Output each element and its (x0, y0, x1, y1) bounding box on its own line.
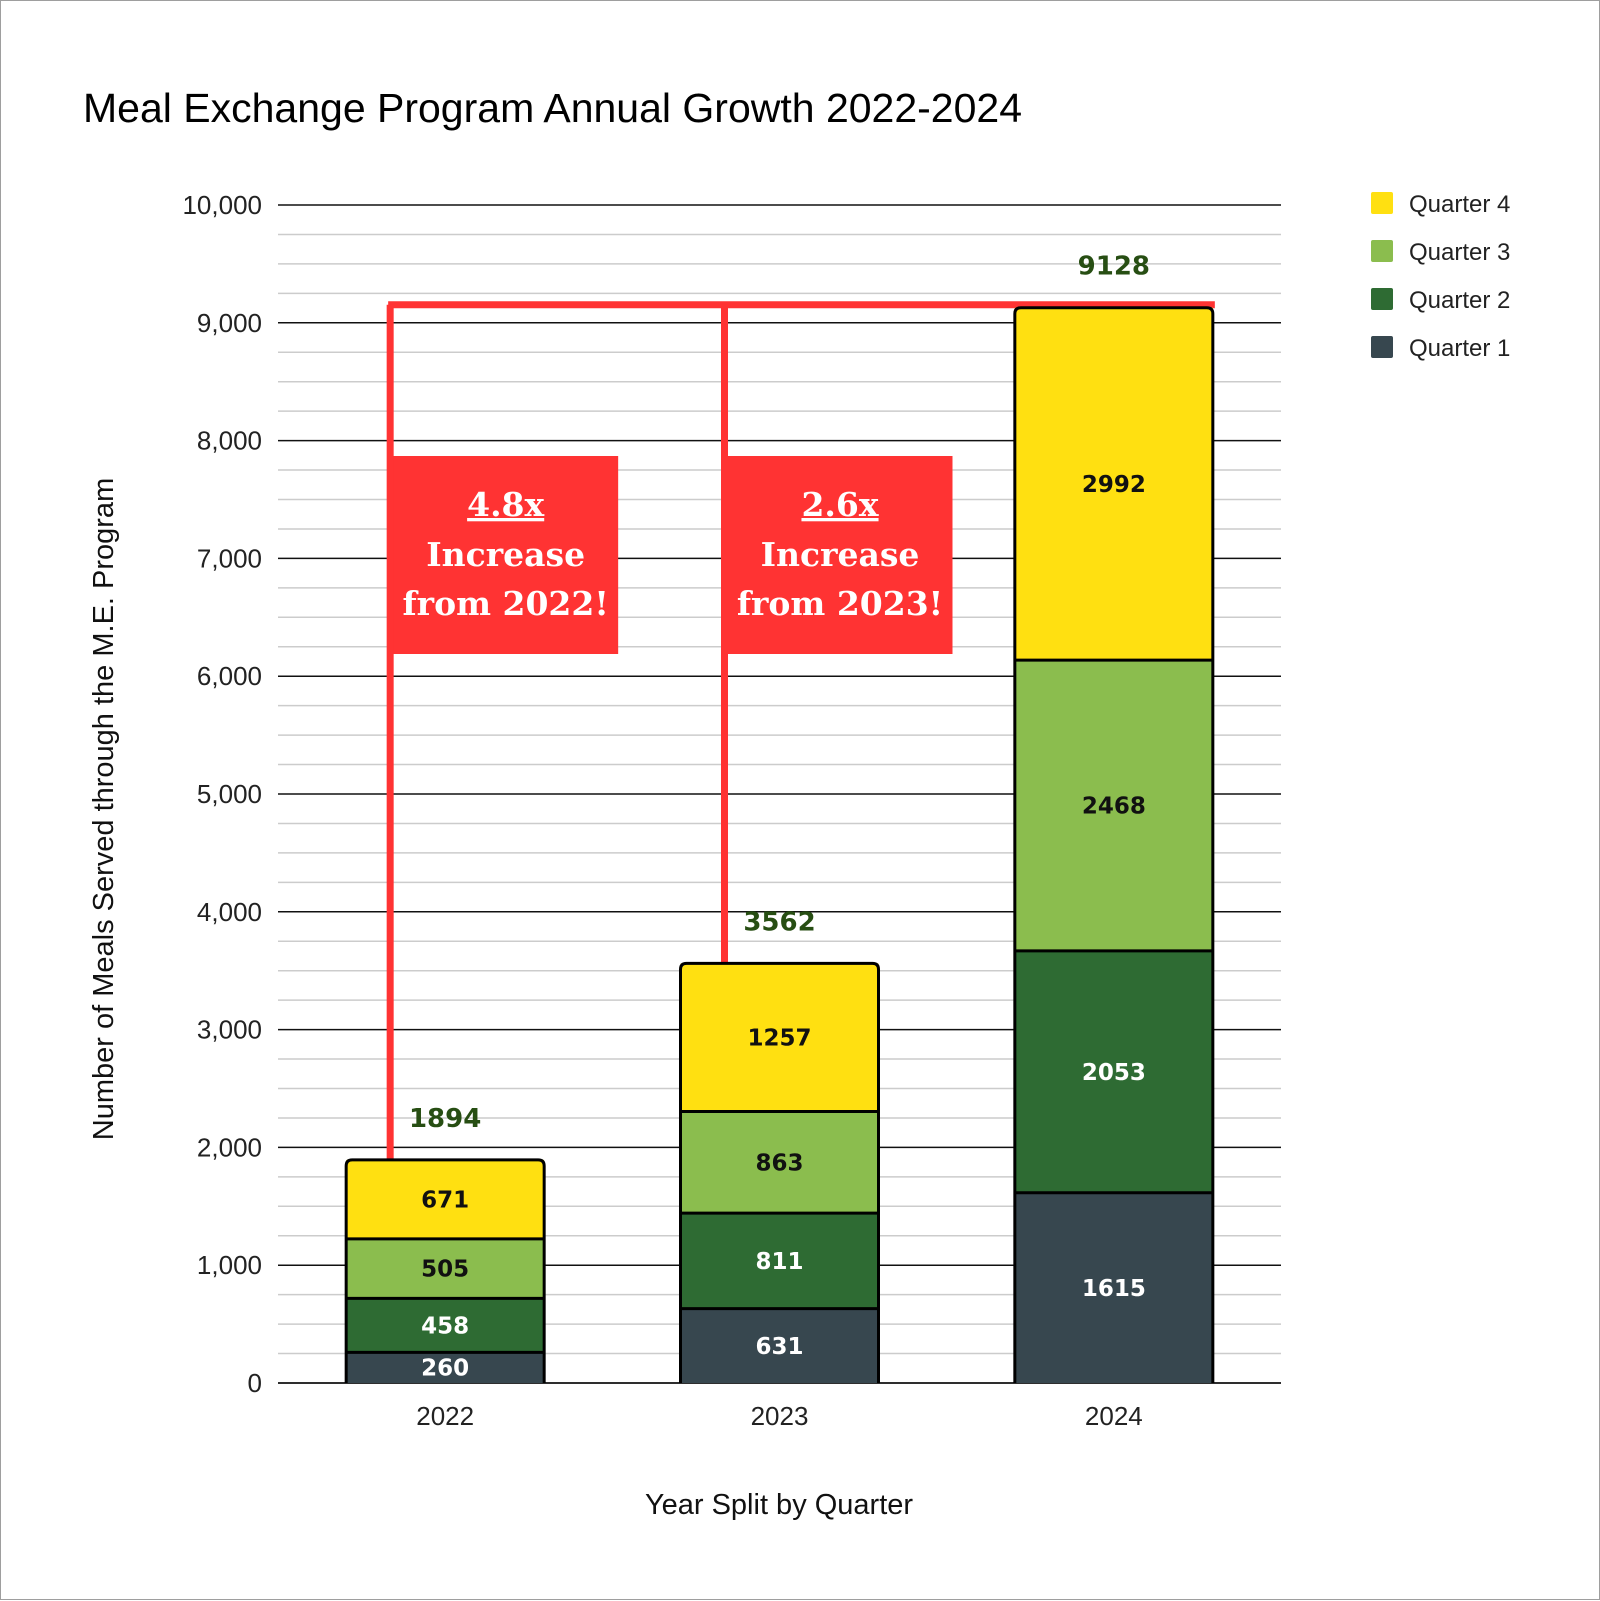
bar-segment (1014, 1192, 1213, 1383)
bar-segment (346, 1159, 545, 1239)
data-label: 458 (421, 1313, 469, 1339)
y-axis-ticks: 0 1,000 2,000 3,000 4,000 5,000 6,000 7,000 8,00… (182, 190, 262, 1398)
callout-line1: Increase (426, 535, 585, 574)
data-label: 1257 (747, 1025, 811, 1051)
callout-line2: from 2022! (402, 584, 608, 623)
x-tick-label: 2022 (416, 1401, 474, 1431)
legend-label: Quarter 1 (1409, 335, 1510, 362)
y-tick-label: 1,000 (197, 1250, 262, 1280)
bar-segment (680, 963, 879, 1112)
legend-item: Quarter 2 (1371, 287, 1510, 314)
callout-factor: 2.6x (801, 485, 878, 524)
y-tick-label: 9,000 (197, 308, 262, 338)
legend-swatch (1371, 288, 1393, 310)
callout-2022: 4.8x Increase from 2022! (393, 456, 619, 654)
legend-swatch (1371, 192, 1393, 214)
bar-segment (346, 1238, 545, 1299)
data-label: 1615 (1082, 1276, 1146, 1302)
chart-title: Meal Exchange Program Annual Growth 2022… (83, 85, 1022, 131)
bar-outline (1013, 306, 1215, 1383)
data-label: 260 (421, 1356, 469, 1382)
x-tick-label: 2024 (1085, 1401, 1143, 1431)
total-label: 9128 (1078, 252, 1150, 282)
y-tick-label: 10,000 (182, 190, 262, 220)
bar-segment (1014, 660, 1213, 951)
data-label: 2992 (1082, 472, 1146, 498)
bar-segment (346, 1298, 545, 1353)
bar-outline (344, 1158, 546, 1383)
data-label: 2053 (1082, 1060, 1146, 1086)
y-tick-label: 7,000 (197, 543, 262, 573)
legend-label: Quarter 4 (1409, 191, 1510, 218)
callout-box (393, 456, 619, 654)
y-tick-label: 8,000 (197, 426, 262, 456)
y-tick-label: 5,000 (197, 779, 262, 809)
legend-item: Quarter 3 (1371, 239, 1510, 266)
data-label: 2468 (1082, 794, 1146, 820)
legend-swatch (1371, 240, 1393, 262)
bar-stack-2022: 260 458 505 671 1894 (344, 1104, 546, 1383)
y-axis-label: Number of Meals Served through the M.E. … (88, 478, 120, 1140)
x-axis-label: Year Split by Quarter (645, 1489, 913, 1521)
bar-segment (1014, 307, 1213, 661)
callouts: 4.8x Increase from 2022! 2.6x Increase from 2… (393, 456, 953, 654)
bar-segment (1014, 950, 1213, 1193)
bar-segment (680, 1111, 879, 1214)
callout-factor: 4.8x (467, 485, 544, 524)
bar-segment (680, 1213, 879, 1309)
annotation-lines (386, 301, 1215, 1160)
bar-segment (680, 1308, 879, 1383)
bars: 260 458 505 671 1894 631 811 863 1257 3562 1615 205… (344, 252, 1215, 1383)
data-label: 505 (421, 1257, 469, 1283)
legend: Quarter 4 Quarter 3 Quarter 2 Quarter 1 (1371, 191, 1510, 362)
x-tick-label: 2023 (751, 1401, 809, 1431)
legend-label: Quarter 2 (1409, 287, 1510, 314)
data-label: 811 (755, 1249, 803, 1275)
legend-item: Quarter 1 (1371, 335, 1510, 362)
bar-outline (679, 961, 880, 1383)
legend-label: Quarter 3 (1409, 239, 1510, 266)
y-tick-label: 4,000 (197, 897, 262, 927)
y-tick-label: 3,000 (197, 1015, 262, 1045)
bar-stack-2023: 631 811 863 1257 3562 (679, 907, 880, 1383)
bar-segment (346, 1352, 545, 1383)
total-label: 1894 (409, 1104, 481, 1134)
callout-box (727, 456, 953, 654)
bar-stack-2024: 1615 2053 2468 2992 9128 (1013, 252, 1215, 1383)
callout-line2: from 2023! (737, 584, 943, 623)
callout-2023: 2.6x Increase from 2023! (727, 456, 953, 654)
y-tick-label: 2,000 (197, 1132, 262, 1162)
data-label: 671 (421, 1187, 469, 1213)
data-label: 863 (755, 1150, 803, 1176)
y-tick-label: 6,000 (197, 661, 262, 691)
legend-item: Quarter 4 (1371, 191, 1510, 218)
x-axis-ticks: 2022 2023 2024 (416, 1401, 1143, 1431)
callout-line1: Increase (761, 535, 920, 574)
total-label: 3562 (743, 907, 815, 937)
data-label: 631 (755, 1334, 803, 1360)
legend-swatch (1371, 336, 1393, 358)
y-tick-label: 0 (248, 1368, 262, 1398)
